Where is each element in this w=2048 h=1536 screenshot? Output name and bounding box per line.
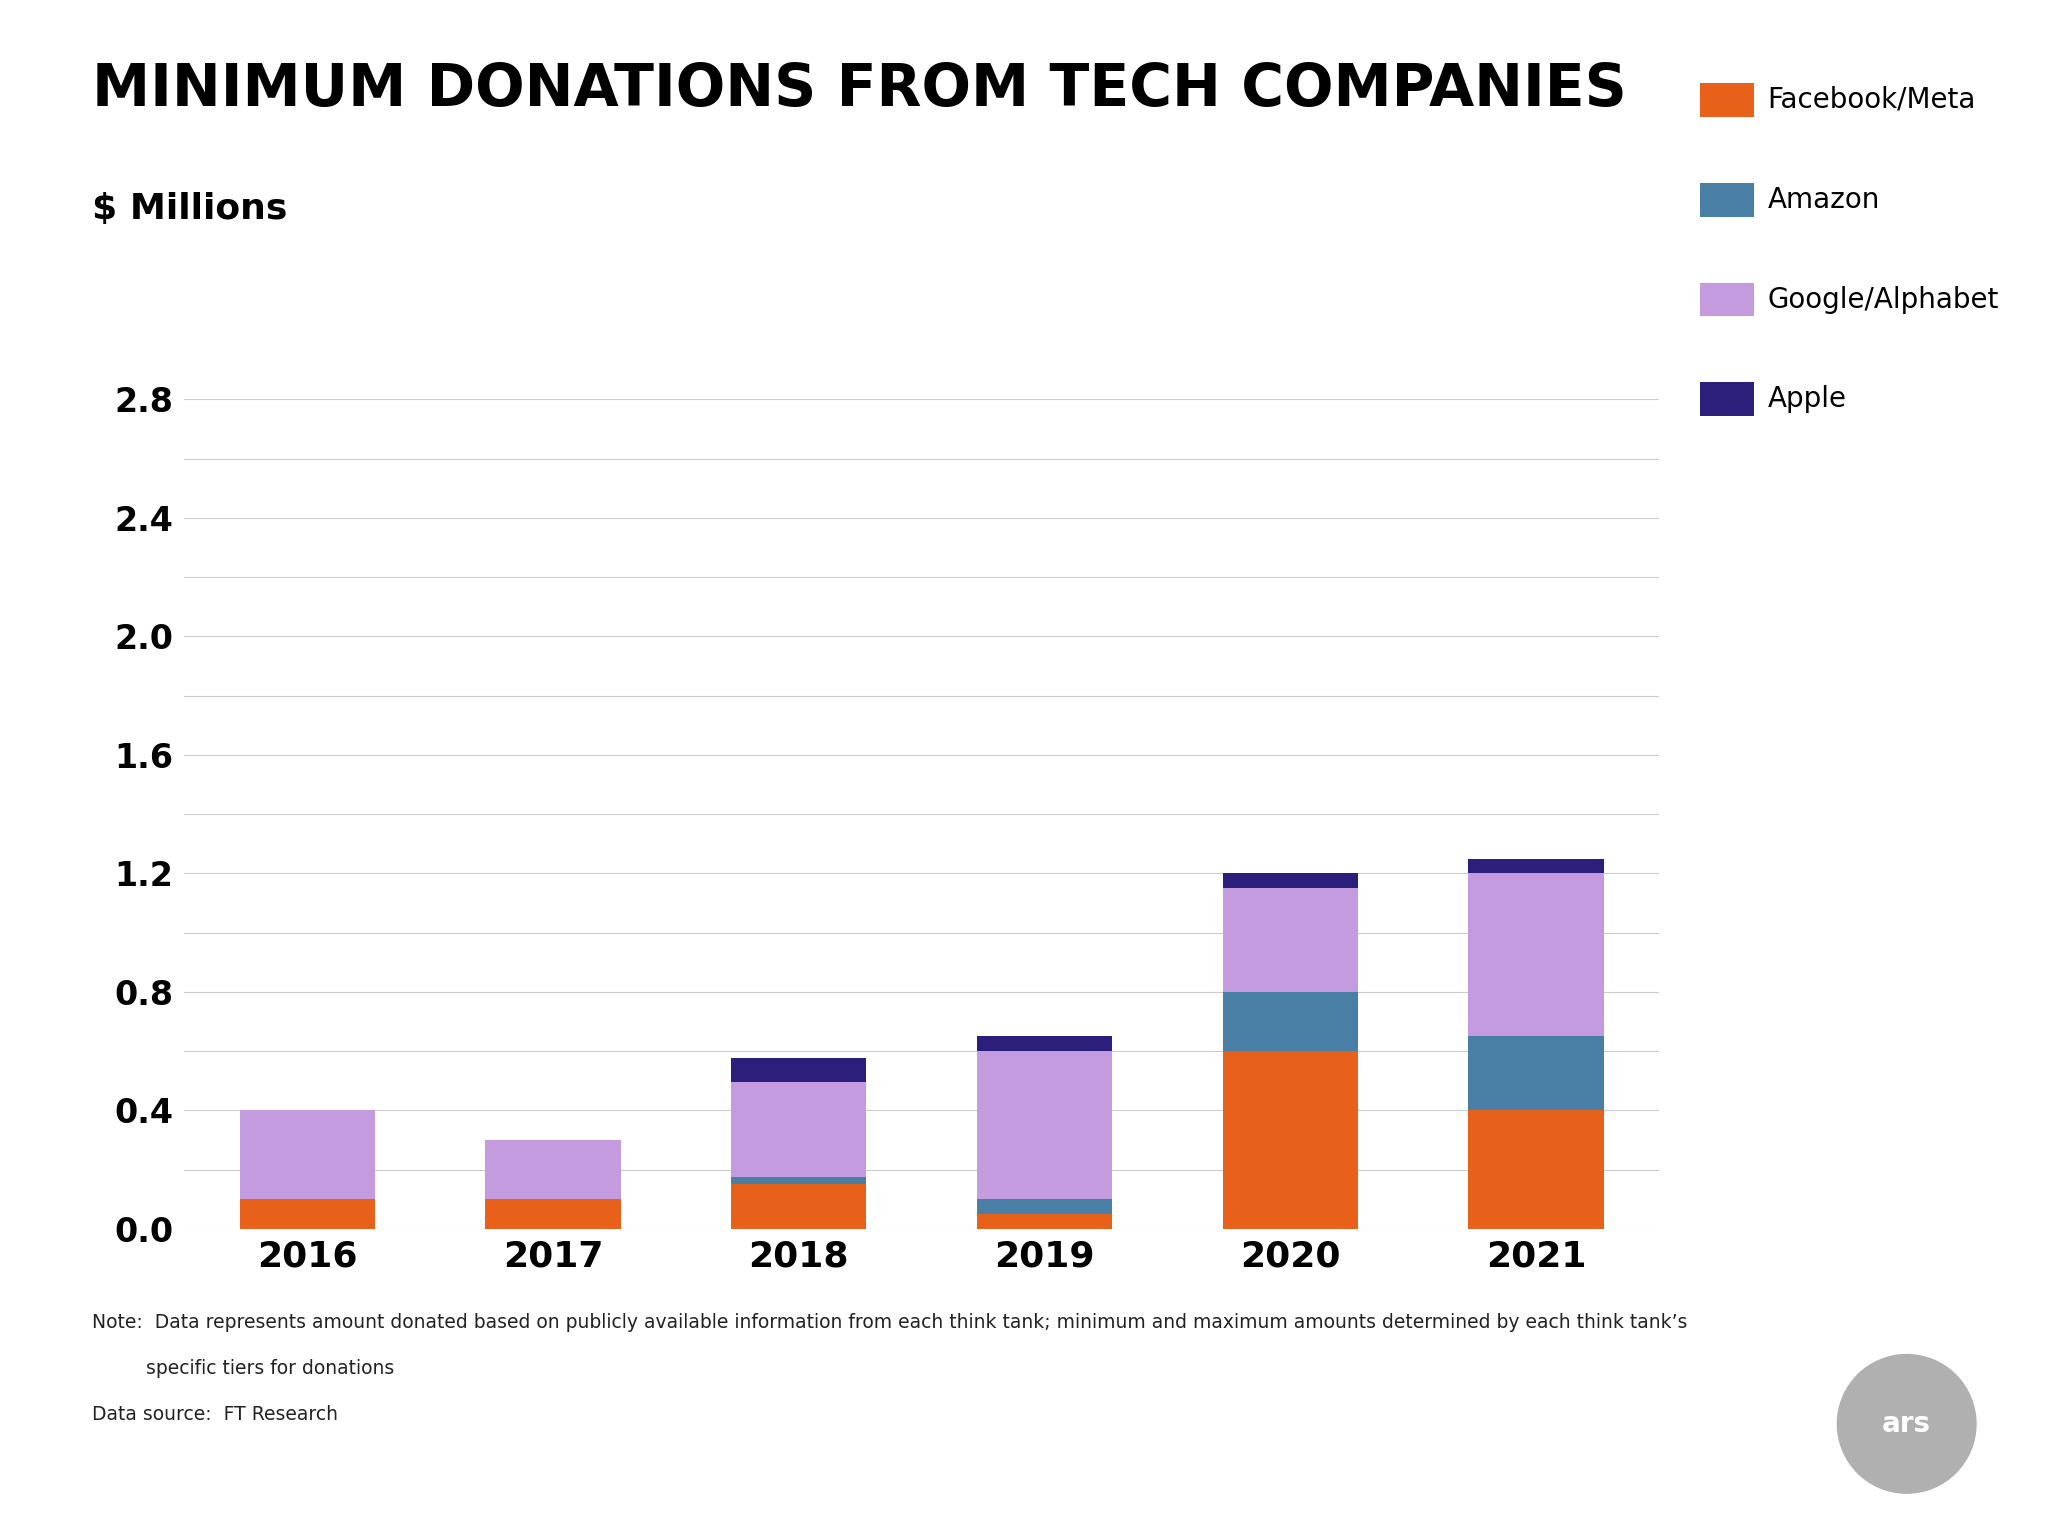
Text: Data source:  FT Research: Data source: FT Research [92,1405,338,1424]
Bar [977,1037,1112,1051]
Bar [977,1200,1112,1213]
Bar [1223,888,1358,992]
Bar [1468,859,1604,874]
Bar [1223,1051,1358,1229]
Text: Amazon: Amazon [1767,186,1880,214]
Text: specific tiers for donations: specific tiers for donations [92,1359,395,1378]
Text: MINIMUM DONATIONS FROM TECH COMPANIES: MINIMUM DONATIONS FROM TECH COMPANIES [92,61,1626,118]
Bar [731,1058,866,1083]
Bar [731,1083,866,1177]
Bar [240,1111,375,1200]
Bar [1468,874,1604,1037]
Text: Google/Alphabet: Google/Alphabet [1767,286,1999,313]
Bar [485,1140,621,1200]
Bar [1223,874,1358,888]
Bar [977,1051,1112,1200]
Bar [1468,1037,1604,1111]
Text: $ Millions: $ Millions [92,192,287,226]
Text: ars: ars [1882,1410,1931,1438]
Text: Apple: Apple [1767,386,1847,413]
Text: Facebook/Meta: Facebook/Meta [1767,86,1976,114]
Circle shape [1837,1355,1976,1493]
Bar [731,1184,866,1229]
Bar [731,1177,866,1184]
Text: Note:  Data represents amount donated based on publicly available information fr: Note: Data represents amount donated bas… [92,1313,1688,1332]
Bar [977,1213,1112,1229]
Bar [1223,992,1358,1051]
Bar [1468,1111,1604,1229]
Bar [240,1200,375,1229]
Bar [485,1200,621,1229]
